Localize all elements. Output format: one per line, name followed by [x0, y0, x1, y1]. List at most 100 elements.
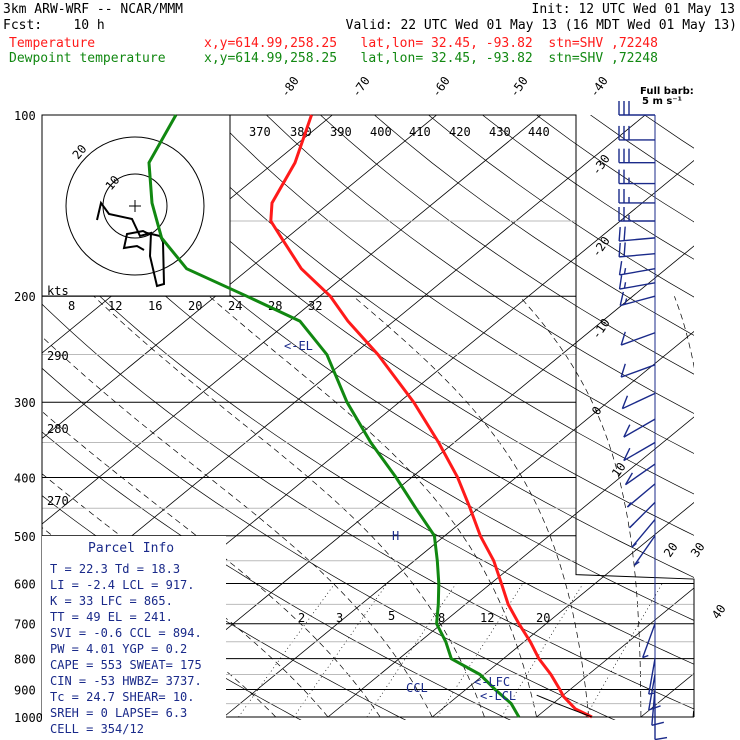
dry-adiabat — [104, 115, 694, 536]
parcel-info-row: K = 33 LFC = 865. — [50, 594, 173, 608]
level-markers: <-EL <-LFC<-LCL CCL H — [284, 339, 516, 703]
hodograph-units: kts — [47, 284, 69, 298]
theta-label: 290 — [47, 349, 69, 363]
wind-barb-flag — [633, 561, 640, 566]
hodograph-trace — [96, 200, 166, 288]
wind-barb-flag — [623, 242, 626, 257]
theta-label: 370 — [249, 125, 271, 139]
wind-barb-flag — [620, 331, 626, 346]
dry-adiabat — [266, 115, 694, 414]
wind-barb — [648, 674, 656, 711]
wind-barb-flag — [621, 395, 629, 409]
dry-adiabat — [212, 115, 694, 454]
wind-barb-flag — [623, 226, 626, 241]
wind-barb-flag — [631, 542, 637, 548]
forecast-hour: Fcst: 10 h — [3, 18, 105, 33]
profile-series — [147, 114, 593, 719]
isotherm — [432, 501, 694, 718]
temperature-line — [269, 114, 593, 719]
wind-barb — [620, 332, 656, 346]
parcel-info-row: T = 22.3 Td = 18.3 — [50, 562, 180, 576]
wind-barb-flag — [654, 736, 668, 740]
moist-adiabat — [208, 295, 537, 718]
dry-adiabat — [428, 115, 694, 298]
temperature-tick-label: -70 — [349, 74, 373, 100]
theta-label: 430 — [489, 125, 511, 139]
hodograph-speed-tick: 16 — [148, 299, 162, 313]
dry-adiabat — [42, 431, 511, 720]
parcel-info-row: SREH = 0 LAPSE= 6.3 — [50, 706, 187, 720]
hodograph: 20 10 kts — [41, 114, 231, 298]
wind-barb — [633, 535, 656, 566]
isotherm — [640, 672, 694, 718]
temperature-tick-label: 40 — [709, 602, 729, 622]
dry-adiabat — [50, 115, 694, 578]
wind-barb-flag — [618, 242, 621, 257]
mixing-ratio-label: 2 — [298, 611, 305, 625]
parcel-info-row: CELL = 354/12 — [50, 722, 144, 736]
dry-adiabat — [320, 115, 694, 375]
wind-barb-flag — [651, 721, 664, 726]
wind-barb — [626, 483, 656, 508]
isotherm — [119, 245, 694, 718]
barb-legend-units: 5 m s⁻¹ — [642, 96, 682, 107]
pressure-tick-label: 300 — [14, 396, 36, 410]
wind-barb — [619, 267, 656, 276]
dewpoint-line — [147, 114, 521, 718]
theta-label: 280 — [47, 422, 69, 436]
hodograph-speed-tick: 28 — [268, 299, 282, 313]
wind-barb — [623, 441, 656, 462]
hodograph-speed-tick: 12 — [108, 299, 122, 313]
dewpoint-legend-info: x,y=614.99,258.25 lat,lon= 32.45, -93.82… — [204, 51, 658, 66]
temperature-tick-label: 20 — [661, 540, 681, 560]
dry-adiabat — [536, 115, 694, 223]
temperature-legend-label: Temperature — [9, 36, 96, 51]
dry-adiabat — [42, 238, 694, 665]
dry-adiabat — [482, 115, 694, 260]
wind-barb — [631, 519, 656, 548]
level-marker: <-LFC — [474, 675, 510, 689]
wind-barb-flag — [623, 268, 627, 275]
pressure-tick-label: 200 — [14, 290, 36, 304]
mixing-ratio-label: 8 — [438, 611, 445, 625]
wind-barb — [622, 392, 656, 410]
wind-barb — [642, 623, 656, 658]
level-marker: <-LCL — [480, 689, 516, 703]
temperature-legend-info: x,y=614.99,258.25 lat,lon= 32.45, -93.82… — [204, 36, 658, 51]
barb-legend-label: Full barb: — [640, 86, 694, 97]
wind-barb-flag — [629, 523, 635, 529]
theta-label: 400 — [370, 125, 392, 139]
mixing-ratio-line — [585, 583, 663, 718]
isotherm — [42, 115, 437, 439]
dry-adiabat — [42, 172, 694, 621]
pressure-tick-label: 1000 — [14, 711, 43, 725]
mixing-ratio-label: 20 — [536, 611, 550, 625]
mixing-ratio-line — [366, 583, 457, 718]
parcel-info-row: CAPE = 553 SWEAT= 175 — [50, 658, 202, 672]
moist-adiabat — [42, 336, 433, 718]
theta-label: 440 — [528, 125, 550, 139]
temperature-tick-label: -50 — [507, 74, 531, 100]
temperature-tick-label: 30 — [688, 540, 708, 560]
hodograph-speed-tick: 32 — [308, 299, 322, 313]
pressure-tick-label: 700 — [14, 618, 36, 632]
wind-barb-flag — [618, 261, 623, 276]
hodograph-speed-tick: 24 — [228, 299, 242, 313]
dry-adiabat — [699, 115, 740, 730]
wind-barb — [648, 658, 656, 695]
wind-barb-flag — [618, 275, 623, 290]
init-time: Init: 12 UTC Wed 01 May 13 — [531, 2, 736, 17]
wind-barb — [651, 689, 656, 726]
dewpoint-legend-label: Dewpoint temperature — [9, 51, 166, 66]
parcel-info-row: LI = -2.4 LCL = 917. — [50, 578, 195, 592]
temperature-tick-label: -20 — [589, 234, 613, 260]
pressure-tick-label: 800 — [14, 653, 36, 667]
wind-barb — [619, 253, 656, 258]
wind-barb — [619, 237, 656, 242]
parcel-info-row: SVI = -0.6 CCL = 894. — [50, 626, 202, 640]
dry-adiabat — [590, 115, 694, 186]
wind-barb-flag — [624, 298, 628, 305]
parcel-info-title: Parcel Info — [88, 541, 174, 556]
wind-barbs — [618, 101, 668, 740]
